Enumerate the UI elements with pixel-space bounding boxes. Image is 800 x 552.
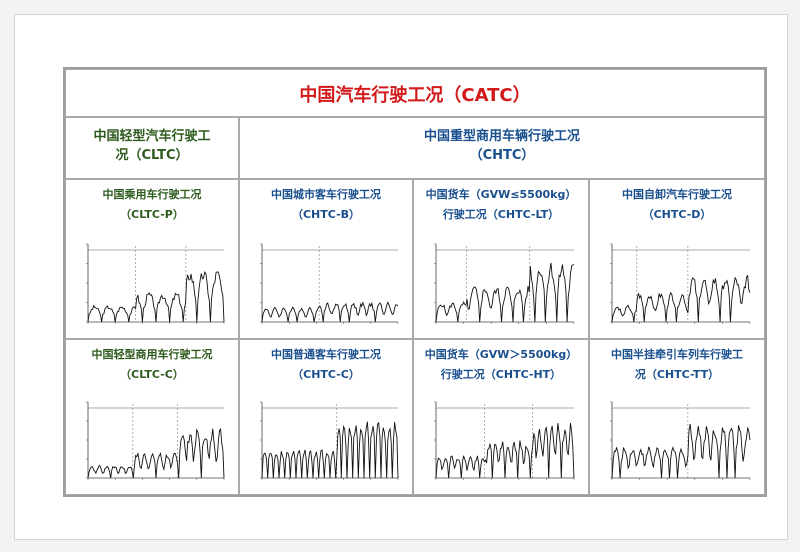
cell-chtc-tt: 中国半挂牵引车列车行驶工 况（CHTC-TT） (589, 339, 765, 495)
heavy-header: 中国重型商用车辆行驶工况 （CHTC） (240, 128, 764, 166)
speed-trace (261, 301, 399, 323)
cell-label-chtc-ht: 中国货车（GVW＞5500kg） 行驶工况（CHTC-HT） (424, 348, 578, 381)
cell-label-chtc-c: 中国普通客车行驶工况 （CHTC-C） (271, 348, 381, 381)
catc-title: 中国汽车行驶工况（CATC） (299, 85, 531, 106)
cell-cltc-c: 中国轻型商用车行驶工况 （CLTC-C） (65, 339, 239, 495)
cell-cltc-p: 中国乘用车行驶工况 （CLTC-P） (65, 179, 239, 339)
speed-trace (87, 427, 225, 479)
speed-profile-svg (260, 401, 399, 480)
speed-profile-chart (248, 232, 404, 336)
speed-profile-chart (74, 390, 230, 492)
speed-profile-svg (86, 401, 225, 480)
light-header-cell: 中国轻型汽车行驶工 况（CLTC） (65, 117, 239, 179)
cell-label-chtc-tt: 中国半挂牵引车列车行驶工 况（CHTC-TT） (611, 348, 743, 381)
speed-profile-svg (610, 243, 751, 324)
cell-chtc-lt: 中国货车（GVW≤5500kg） 行驶工况（CHTC-LT） (413, 179, 589, 339)
speed-profile-chart (248, 390, 404, 492)
speed-profile-chart (74, 232, 230, 336)
cell-label-chtc-d: 中国自卸汽车行驶工况 （CHTC-D） (622, 188, 732, 221)
speed-trace (435, 262, 575, 323)
speed-trace (261, 421, 399, 479)
light-header-line2: 况（CLTC） (115, 147, 189, 163)
cell-label-chtc-b: 中国城市客车行驶工况 （CHTC-B） (271, 188, 381, 221)
speed-profile-svg (434, 243, 575, 324)
speed-profile-chart (422, 390, 580, 492)
cell-chtc-c: 中国普通客车行驶工况 （CHTC-C） (239, 339, 413, 495)
cell-chtc-d: 中国自卸汽车行驶工况 （CHTC-D） (589, 179, 765, 339)
heavy-header-cell: 中国重型商用车辆行驶工况 （CHTC） (239, 117, 765, 179)
heavy-header-line2: （CHTC） (469, 147, 535, 163)
speed-trace (87, 271, 225, 323)
speed-profile-svg (260, 243, 399, 324)
speed-profile-svg (86, 243, 225, 324)
heavy-header-line1: 中国重型商用车辆行驶工况 (423, 129, 580, 144)
cell-label-chtc-lt: 中国货车（GVW≤5500kg） 行驶工况（CHTC-LT） (425, 188, 577, 221)
cell-chtc-ht: 中国货车（GVW＞5500kg） 行驶工况（CHTC-HT） (413, 339, 589, 495)
cell-label-cltc-c: 中国轻型商用车行驶工况 （CLTC-C） (91, 348, 213, 381)
speed-profile-chart (422, 232, 580, 336)
cell-chtc-b: 中国城市客车行驶工况 （CHTC-B） (239, 179, 413, 339)
speed-profile-svg (434, 401, 575, 480)
speed-trace (611, 274, 751, 323)
title-cell: 中国汽车行驶工况（CATC） (65, 69, 765, 117)
light-header: 中国轻型汽车行驶工 况（CLTC） (66, 128, 238, 166)
speed-profile-chart (598, 232, 756, 336)
speed-profile-svg (610, 401, 751, 480)
cell-label-cltc-p: 中国乘用车行驶工况 （CLTC-P） (102, 188, 202, 221)
figure-frame: 中国汽车行驶工况（CATC） 中国轻型汽车行驶工 况（CLTC） 中国重型商用车… (14, 14, 788, 540)
light-header-line1: 中国轻型汽车行驶工 (93, 129, 211, 144)
speed-profile-chart (598, 390, 756, 492)
catc-table: 中国汽车行驶工况（CATC） 中国轻型汽车行驶工 况（CLTC） 中国重型商用车… (63, 67, 767, 497)
speed-trace (435, 422, 575, 479)
speed-trace (611, 423, 751, 479)
